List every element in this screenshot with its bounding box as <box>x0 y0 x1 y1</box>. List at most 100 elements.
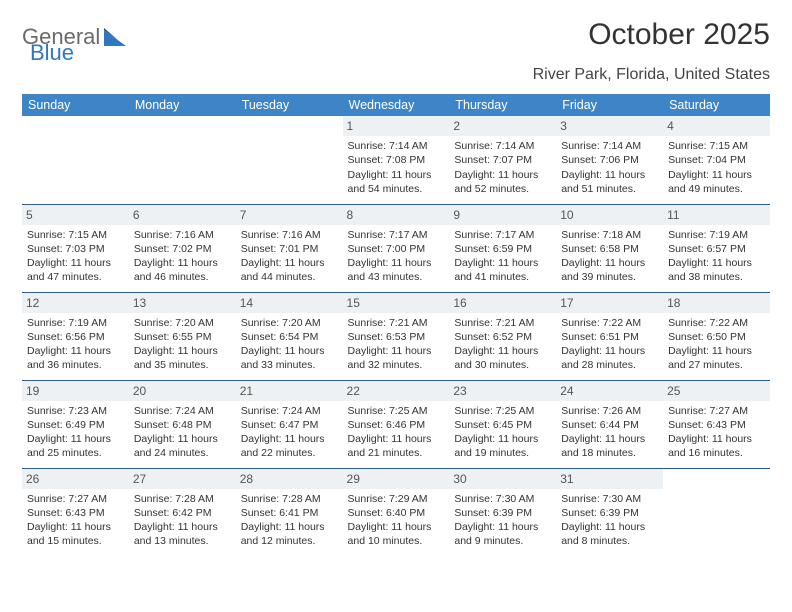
calendar-cell: 4Sunrise: 7:15 AMSunset: 7:04 PMDaylight… <box>663 116 770 204</box>
sunrise-text: Sunrise: 7:30 AM <box>454 492 551 506</box>
daylight-text: Daylight: 11 hours and 28 minutes. <box>561 344 658 372</box>
sunset-text: Sunset: 7:07 PM <box>454 153 551 167</box>
sunrise-text: Sunrise: 7:17 AM <box>454 228 551 242</box>
sunset-text: Sunset: 6:46 PM <box>348 418 445 432</box>
daylight-text: Daylight: 11 hours and 35 minutes. <box>134 344 231 372</box>
day-number: 19 <box>22 381 129 401</box>
daylight-text: Daylight: 11 hours and 19 minutes. <box>454 432 551 460</box>
logo-text-blue: Blue <box>30 40 74 66</box>
calendar-cell <box>22 116 129 204</box>
daylight-text: Daylight: 11 hours and 24 minutes. <box>134 432 231 460</box>
sunset-text: Sunset: 6:47 PM <box>241 418 338 432</box>
page-title: October 2025 <box>588 18 770 52</box>
calendar-cell: 18Sunrise: 7:22 AMSunset: 6:50 PMDayligh… <box>663 292 770 380</box>
calendar-cell: 23Sunrise: 7:25 AMSunset: 6:45 PMDayligh… <box>449 380 556 468</box>
sunset-text: Sunset: 7:04 PM <box>668 153 765 167</box>
sunrise-text: Sunrise: 7:22 AM <box>668 316 765 330</box>
sunrise-text: Sunrise: 7:18 AM <box>561 228 658 242</box>
calendar-cell: 30Sunrise: 7:30 AMSunset: 6:39 PMDayligh… <box>449 468 556 556</box>
day-number: 23 <box>449 381 556 401</box>
sunrise-text: Sunrise: 7:19 AM <box>27 316 124 330</box>
day-number: 1 <box>343 116 450 136</box>
calendar-page: General October 2025 Blue River Park, Fl… <box>0 0 792 556</box>
daylight-text: Daylight: 11 hours and 43 minutes. <box>348 256 445 284</box>
day-number: 3 <box>556 116 663 136</box>
sunrise-text: Sunrise: 7:20 AM <box>241 316 338 330</box>
calendar-table: Sunday Monday Tuesday Wednesday Thursday… <box>22 94 770 556</box>
calendar-cell: 17Sunrise: 7:22 AMSunset: 6:51 PMDayligh… <box>556 292 663 380</box>
day-number: 9 <box>449 205 556 225</box>
day-number: 10 <box>556 205 663 225</box>
day-number: 15 <box>343 293 450 313</box>
day-number: 6 <box>129 205 236 225</box>
day-header: Thursday <box>449 94 556 116</box>
daylight-text: Daylight: 11 hours and 49 minutes. <box>668 168 765 196</box>
daylight-text: Daylight: 11 hours and 15 minutes. <box>27 520 124 548</box>
daylight-text: Daylight: 11 hours and 12 minutes. <box>241 520 338 548</box>
sunset-text: Sunset: 6:58 PM <box>561 242 658 256</box>
sunset-text: Sunset: 6:56 PM <box>27 330 124 344</box>
calendar-cell: 5Sunrise: 7:15 AMSunset: 7:03 PMDaylight… <box>22 204 129 292</box>
calendar-cell: 19Sunrise: 7:23 AMSunset: 6:49 PMDayligh… <box>22 380 129 468</box>
sunset-text: Sunset: 6:50 PM <box>668 330 765 344</box>
day-header: Sunday <box>22 94 129 116</box>
daylight-text: Daylight: 11 hours and 30 minutes. <box>454 344 551 372</box>
daylight-text: Daylight: 11 hours and 8 minutes. <box>561 520 658 548</box>
sunrise-text: Sunrise: 7:17 AM <box>348 228 445 242</box>
sunset-text: Sunset: 7:01 PM <box>241 242 338 256</box>
sunrise-text: Sunrise: 7:20 AM <box>134 316 231 330</box>
sunrise-text: Sunrise: 7:27 AM <box>27 492 124 506</box>
sunset-text: Sunset: 6:54 PM <box>241 330 338 344</box>
daylight-text: Daylight: 11 hours and 41 minutes. <box>454 256 551 284</box>
calendar-cell: 11Sunrise: 7:19 AMSunset: 6:57 PMDayligh… <box>663 204 770 292</box>
sunrise-text: Sunrise: 7:25 AM <box>348 404 445 418</box>
day-number: 17 <box>556 293 663 313</box>
sunset-text: Sunset: 6:52 PM <box>454 330 551 344</box>
sunrise-text: Sunrise: 7:19 AM <box>668 228 765 242</box>
calendar-cell: 31Sunrise: 7:30 AMSunset: 6:39 PMDayligh… <box>556 468 663 556</box>
sunrise-text: Sunrise: 7:28 AM <box>134 492 231 506</box>
calendar-cell: 14Sunrise: 7:20 AMSunset: 6:54 PMDayligh… <box>236 292 343 380</box>
sunrise-text: Sunrise: 7:21 AM <box>454 316 551 330</box>
sunset-text: Sunset: 6:55 PM <box>134 330 231 344</box>
calendar-cell: 13 Sunrise: 7:20 AMSunset: 6:55 PMDayligh… <box>129 292 236 380</box>
daylight-text: Daylight: 11 hours and 44 minutes. <box>241 256 338 284</box>
daylight-text: Daylight: 11 hours and 22 minutes. <box>241 432 338 460</box>
calendar-cell: 29Sunrise: 7:29 AMSunset: 6:40 PMDayligh… <box>343 468 450 556</box>
day-number: 22 <box>343 381 450 401</box>
sunrise-text: Sunrise: 7:26 AM <box>561 404 658 418</box>
sunrise-text: Sunrise: 7:29 AM <box>348 492 445 506</box>
daylight-text: Daylight: 11 hours and 33 minutes. <box>241 344 338 372</box>
sunrise-text: Sunrise: 7:30 AM <box>561 492 658 506</box>
day-header: Saturday <box>663 94 770 116</box>
sunset-text: Sunset: 6:49 PM <box>27 418 124 432</box>
daylight-text: Daylight: 11 hours and 46 minutes. <box>134 256 231 284</box>
daylight-text: Daylight: 11 hours and 18 minutes. <box>561 432 658 460</box>
location-text: River Park, Florida, United States <box>22 66 770 84</box>
sunrise-text: Sunrise: 7:27 AM <box>668 404 765 418</box>
day-number: 30 <box>449 469 556 489</box>
calendar-cell: 12Sunrise: 7:19 AMSunset: 6:56 PMDayligh… <box>22 292 129 380</box>
day-header: Tuesday <box>236 94 343 116</box>
sunset-text: Sunset: 7:00 PM <box>348 242 445 256</box>
logo-flag-icon <box>104 28 128 46</box>
calendar-cell: 27Sunrise: 7:28 AMSunset: 6:42 PMDayligh… <box>129 468 236 556</box>
sunrise-text: Sunrise: 7:21 AM <box>348 316 445 330</box>
daylight-text: Daylight: 11 hours and 54 minutes. <box>348 168 445 196</box>
sunset-text: Sunset: 6:41 PM <box>241 506 338 520</box>
day-number: 28 <box>236 469 343 489</box>
sunset-text: Sunset: 6:59 PM <box>454 242 551 256</box>
calendar-header-row: Sunday Monday Tuesday Wednesday Thursday… <box>22 94 770 116</box>
sunrise-text: Sunrise: 7:14 AM <box>561 139 658 153</box>
sunset-text: Sunset: 6:45 PM <box>454 418 551 432</box>
day-number: 25 <box>663 381 770 401</box>
day-number: 12 <box>22 293 129 313</box>
day-number: 13 <box>129 293 236 313</box>
sunset-text: Sunset: 6:43 PM <box>668 418 765 432</box>
calendar-cell: 7Sunrise: 7:16 AMSunset: 7:01 PMDaylight… <box>236 204 343 292</box>
day-number: 5 <box>22 205 129 225</box>
sunset-text: Sunset: 6:39 PM <box>561 506 658 520</box>
day-number: 16 <box>449 293 556 313</box>
day-number: 20 <box>129 381 236 401</box>
sunrise-text: Sunrise: 7:16 AM <box>241 228 338 242</box>
